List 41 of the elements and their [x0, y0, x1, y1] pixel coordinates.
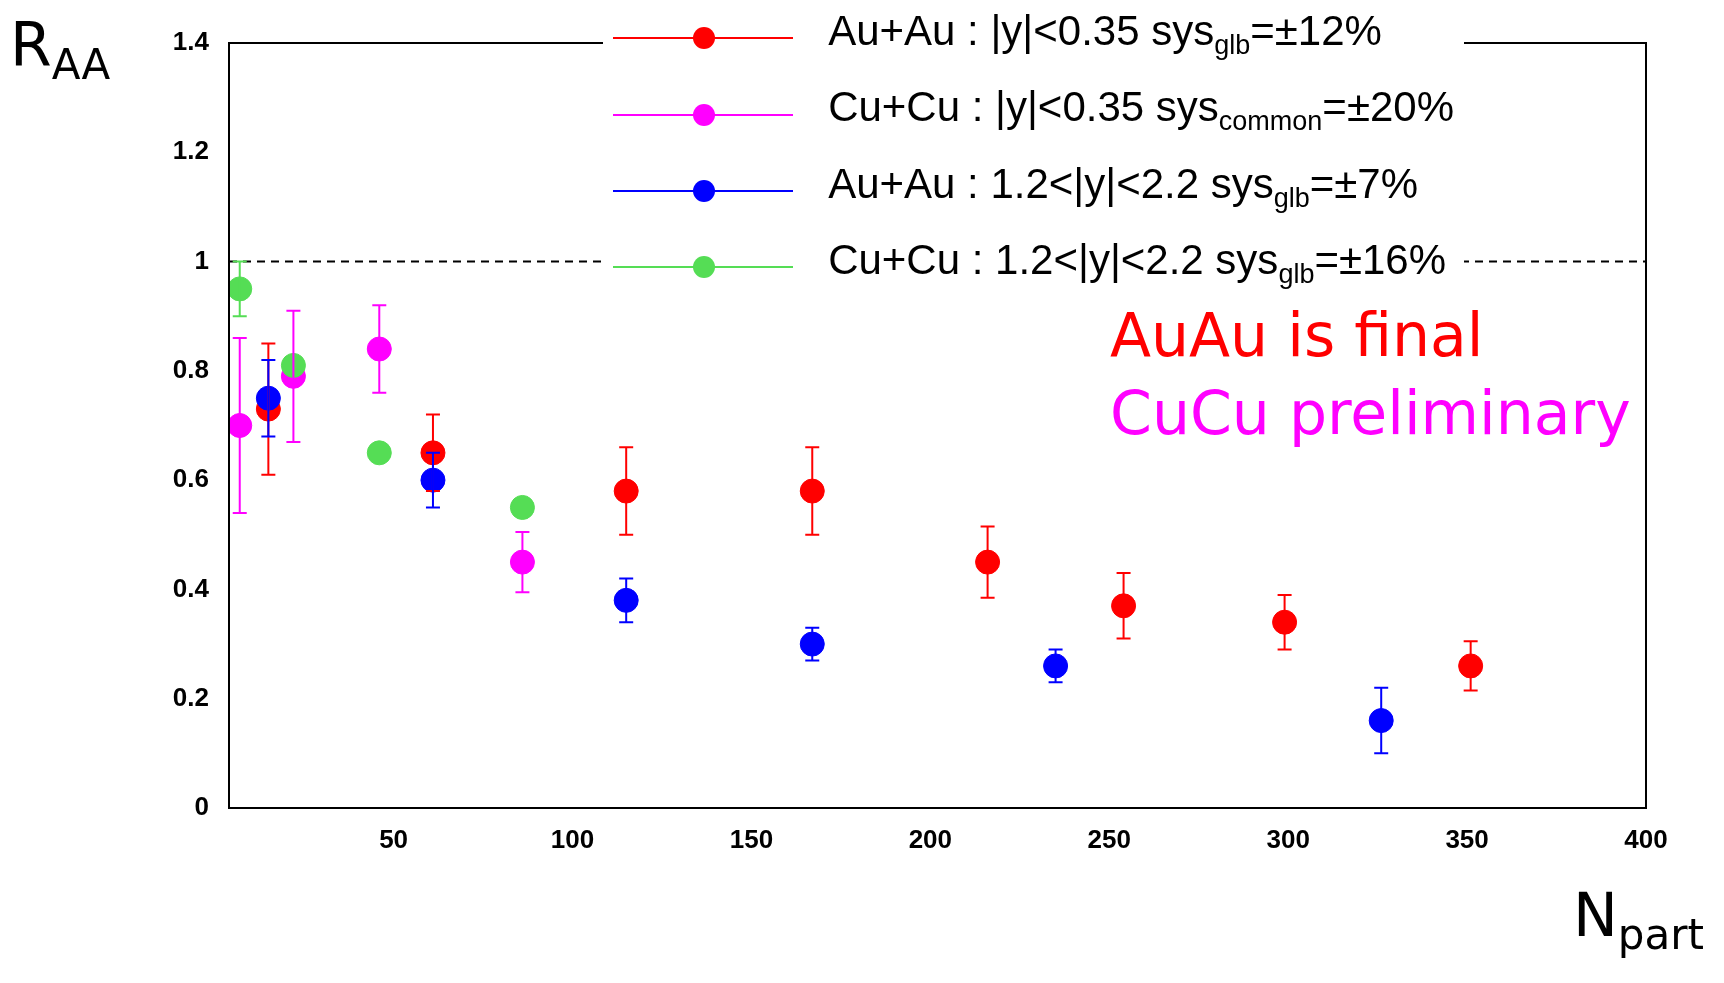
- annotation: CuCu preliminary: [1110, 378, 1631, 448]
- x-tick-label: 250: [1087, 823, 1131, 854]
- point: [799, 478, 825, 504]
- point: [1272, 609, 1298, 635]
- point: [799, 631, 825, 657]
- point: [1458, 653, 1484, 679]
- point: [975, 549, 1001, 575]
- legend-label: Cu+Cu : |y|<0.35 sys$_{common}$=±20%: [828, 82, 1454, 139]
- y-tick-label: 0.2: [172, 681, 209, 712]
- legend-label: Au+Au : |y|<0.35 sys$_{glb}$=±12%: [828, 6, 1382, 63]
- y-tick-label: 0: [194, 791, 209, 822]
- y-tick-label: 0.6: [172, 463, 209, 494]
- y-tick-label: 0.8: [172, 354, 209, 385]
- y-axis-title: R$_{AA}$: [10, 10, 111, 89]
- x-tick-label: 400: [1624, 823, 1668, 854]
- point: [1043, 653, 1069, 679]
- point: [509, 494, 535, 520]
- point: [1368, 708, 1394, 734]
- point: [613, 478, 639, 504]
- point: [229, 276, 253, 302]
- x-tick-label: 50: [379, 823, 409, 854]
- x-tick-label: 200: [908, 823, 953, 854]
- x-tick-label: 350: [1445, 823, 1489, 854]
- x-tick-label: 100: [550, 823, 595, 854]
- legend-label: Cu+Cu : 1.2<|y|<2.2 sys$_{glb}$=±16%: [828, 236, 1447, 290]
- point: [366, 440, 392, 466]
- point: [509, 549, 535, 575]
- y-tick-label: 1: [194, 244, 209, 275]
- annotation: AuAu is final: [1110, 300, 1484, 370]
- legend-label: Au+Au : 1.2<|y|<2.2 sys$_{glb}$=±7%: [828, 158, 1419, 216]
- y-tick-label: 1.4: [172, 26, 210, 57]
- point: [366, 336, 392, 362]
- y-tick-label: 0.4: [172, 572, 210, 603]
- x-tick-label: 300: [1266, 823, 1310, 854]
- point: [255, 385, 281, 411]
- point: [1111, 593, 1137, 619]
- point: [229, 413, 253, 438]
- x-axis-title: N$_{part}$: [1572, 880, 1704, 959]
- x-tick-label: 150: [729, 823, 774, 854]
- point: [613, 587, 639, 613]
- y-tick-label: 1.2: [172, 135, 209, 166]
